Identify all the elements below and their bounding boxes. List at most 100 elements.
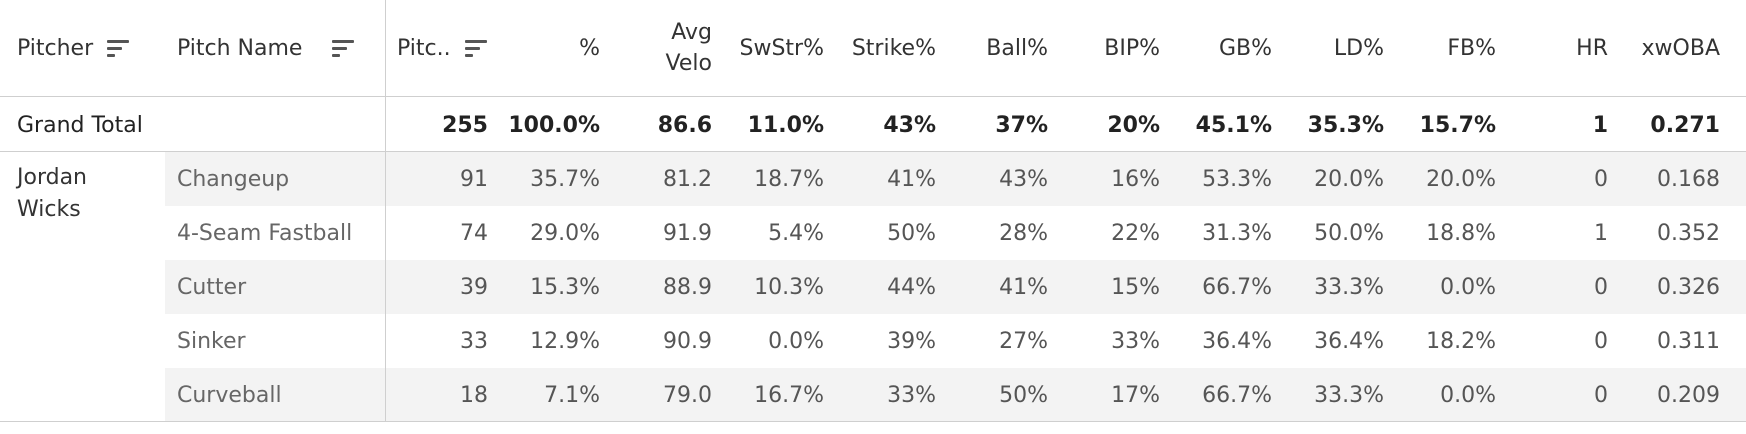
fb-value: 20.0% bbox=[1426, 166, 1496, 192]
bip-value: 17% bbox=[1111, 382, 1160, 408]
column-label: Pitcher bbox=[17, 35, 94, 61]
column-header-swstr[interactable]: SwStr% bbox=[712, 0, 825, 96]
fb-value: 0.0% bbox=[1440, 274, 1496, 300]
table-header: Pitcher Pitch Name Pitc.. % Avg Velo SwS… bbox=[0, 0, 1746, 96]
column-label: Strike% bbox=[851, 35, 936, 61]
column-label: FB% bbox=[1447, 35, 1496, 61]
fb-value: 18.2% bbox=[1426, 328, 1496, 354]
column-label: HR bbox=[1576, 35, 1608, 61]
hr-value: 0 bbox=[1594, 382, 1608, 408]
column-header-ld[interactable]: LD% bbox=[1272, 0, 1384, 96]
total-gb: 45.1% bbox=[1195, 112, 1272, 138]
pitcher-name: Jordan Wicks bbox=[17, 165, 87, 222]
column-header-pitcher[interactable]: Pitcher bbox=[17, 0, 157, 96]
xwoba-value: 0.209 bbox=[1657, 382, 1720, 408]
ball-value: 43% bbox=[999, 166, 1048, 192]
total-pct: 100.0% bbox=[508, 112, 600, 138]
sort-icon[interactable] bbox=[107, 37, 130, 59]
swstr-value: 10.3% bbox=[754, 274, 824, 300]
ld-value: 33.3% bbox=[1314, 382, 1384, 408]
total-ball: 37% bbox=[995, 112, 1048, 138]
grand-total-label: Grand Total bbox=[17, 112, 143, 138]
row-header-divider bbox=[385, 0, 386, 422]
pitches-value: 91 bbox=[460, 166, 488, 192]
column-label: GB% bbox=[1218, 35, 1272, 61]
column-header-fb[interactable]: FB% bbox=[1384, 0, 1496, 96]
column-label: LD% bbox=[1333, 35, 1384, 61]
gb-value: 66.7% bbox=[1202, 274, 1272, 300]
bip-value: 33% bbox=[1111, 328, 1160, 354]
avg-velo-value: 91.9 bbox=[663, 220, 712, 246]
column-label: BIP% bbox=[1104, 35, 1160, 61]
ld-value: 36.4% bbox=[1314, 328, 1384, 354]
column-header-pct[interactable]: % bbox=[500, 0, 600, 96]
table-row: Sinker 33 12.9% 90.9 0.0% 39% 27% 33% 36… bbox=[0, 314, 1746, 368]
table-row: Cutter 39 15.3% 88.9 10.3% 44% 41% 15% 6… bbox=[0, 260, 1746, 314]
ball-value: 27% bbox=[999, 328, 1048, 354]
pct-value: 29.0% bbox=[530, 220, 600, 246]
column-label: xwOBA bbox=[1641, 35, 1720, 61]
strike-value: 41% bbox=[887, 166, 936, 192]
swstr-value: 0.0% bbox=[768, 328, 824, 354]
pct-value: 12.9% bbox=[530, 328, 600, 354]
total-avg-velo: 86.6 bbox=[657, 112, 712, 138]
xwoba-value: 0.168 bbox=[1657, 166, 1720, 192]
column-header-gb[interactable]: GB% bbox=[1160, 0, 1272, 96]
column-header-pitches[interactable]: Pitc.. bbox=[397, 0, 507, 96]
total-divider bbox=[0, 151, 1746, 152]
total-pitches: 255 bbox=[442, 112, 488, 138]
strike-value: 44% bbox=[887, 274, 936, 300]
header-divider bbox=[0, 96, 1746, 97]
table-row: Changeup 91 35.7% 81.2 18.7% 41% 43% 16%… bbox=[0, 152, 1746, 206]
column-label: % bbox=[579, 35, 600, 61]
pitch-name: Curveball bbox=[177, 382, 282, 408]
fb-value: 0.0% bbox=[1440, 382, 1496, 408]
column-header-pitch-name[interactable]: Pitch Name bbox=[177, 0, 367, 96]
avg-velo-value: 81.2 bbox=[663, 166, 712, 192]
total-xwoba: 0.271 bbox=[1650, 112, 1720, 138]
strike-value: 39% bbox=[887, 328, 936, 354]
column-header-bip[interactable]: BIP% bbox=[1048, 0, 1160, 96]
column-header-avg-velo[interactable]: Avg Velo bbox=[620, 0, 712, 96]
avg-velo-value: 90.9 bbox=[663, 328, 712, 354]
bip-value: 15% bbox=[1111, 274, 1160, 300]
pitches-value: 33 bbox=[460, 328, 488, 354]
swstr-value: 18.7% bbox=[754, 166, 824, 192]
sort-icon[interactable] bbox=[464, 37, 487, 59]
column-header-ball[interactable]: Ball% bbox=[936, 0, 1048, 96]
bip-value: 16% bbox=[1111, 166, 1160, 192]
column-header-strike[interactable]: Strike% bbox=[824, 0, 936, 96]
total-bip: 20% bbox=[1107, 112, 1160, 138]
pitches-value: 18 bbox=[460, 382, 488, 408]
bip-value: 22% bbox=[1111, 220, 1160, 246]
column-label: Avg Velo bbox=[665, 20, 712, 76]
pitch-name: Changeup bbox=[177, 166, 290, 192]
pct-value: 35.7% bbox=[530, 166, 600, 192]
total-ld: 35.3% bbox=[1307, 112, 1384, 138]
hr-value: 1 bbox=[1594, 220, 1608, 246]
table-row: 4-Seam Fastball 74 29.0% 91.9 5.4% 50% 2… bbox=[0, 206, 1746, 260]
avg-velo-value: 88.9 bbox=[663, 274, 712, 300]
sort-icon[interactable] bbox=[332, 37, 355, 59]
swstr-value: 16.7% bbox=[754, 382, 824, 408]
fb-value: 18.8% bbox=[1426, 220, 1496, 246]
strike-value: 50% bbox=[887, 220, 936, 246]
column-label: Pitc.. bbox=[397, 35, 451, 61]
total-hr: 1 bbox=[1592, 112, 1608, 138]
column-header-hr[interactable]: HR bbox=[1496, 0, 1608, 96]
pitches-value: 39 bbox=[460, 274, 488, 300]
pitch-name: 4-Seam Fastball bbox=[177, 220, 353, 246]
swstr-value: 5.4% bbox=[768, 220, 824, 246]
column-header-xwoba[interactable]: xwOBA bbox=[1608, 0, 1720, 96]
ball-value: 50% bbox=[999, 382, 1048, 408]
xwoba-value: 0.311 bbox=[1657, 328, 1720, 354]
table-bottom-border bbox=[0, 421, 1746, 422]
pitches-value: 74 bbox=[460, 220, 488, 246]
xwoba-value: 0.352 bbox=[1657, 220, 1720, 246]
hr-value: 0 bbox=[1594, 328, 1608, 354]
gb-value: 36.4% bbox=[1202, 328, 1272, 354]
total-swstr: 11.0% bbox=[747, 112, 824, 138]
ld-value: 20.0% bbox=[1314, 166, 1384, 192]
grand-total-row: Grand Total 255 100.0% 86.6 11.0% 43% 37… bbox=[0, 98, 1746, 152]
